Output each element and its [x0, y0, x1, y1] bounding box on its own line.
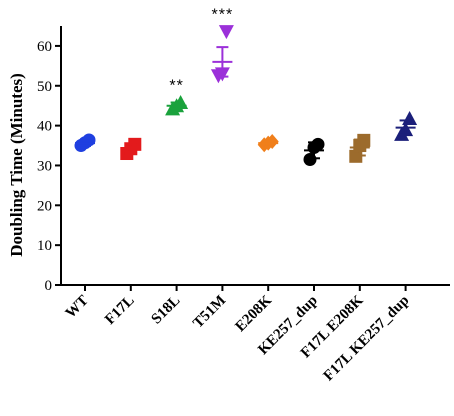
data-point — [402, 110, 418, 125]
y-tick-label: 40 — [37, 119, 52, 135]
x-tick-label: F17L KE257_dup — [321, 293, 413, 385]
group-f17l-e208k — [349, 133, 371, 163]
group-t51m: *** — [210, 7, 234, 84]
x-tick-label: E208K — [232, 292, 275, 335]
group-ke257-dup — [303, 137, 325, 166]
x-tick-label: F17L — [102, 293, 137, 328]
group-f17l-ke257-dup — [394, 110, 418, 141]
group-s18l: ** — [165, 78, 189, 116]
y-tick-label: 60 — [37, 39, 52, 55]
y-axis-title: Doubling Time (Minutes) — [7, 73, 26, 257]
x-tick-label: S18L — [149, 293, 184, 328]
y-ticks: 0 10 20 30 40 50 60 — [37, 39, 61, 294]
y-tick-label: 30 — [37, 158, 52, 174]
axes — [60, 26, 450, 286]
group-f17l — [120, 137, 142, 161]
y-tick-label: 0 — [45, 278, 53, 294]
data-point — [218, 25, 234, 40]
x-tick-label: T51M — [190, 293, 229, 332]
significance-label: ** — [169, 78, 183, 95]
group-e208k — [257, 134, 279, 153]
group-wt — [74, 133, 96, 153]
y-tick-label: 50 — [37, 79, 52, 95]
x-tick-label: WT — [63, 293, 92, 322]
y-tick-label: 10 — [37, 238, 52, 254]
y-tick-label: 20 — [37, 198, 52, 214]
data-marks: ***** — [74, 7, 418, 166]
significance-label: *** — [212, 7, 234, 24]
